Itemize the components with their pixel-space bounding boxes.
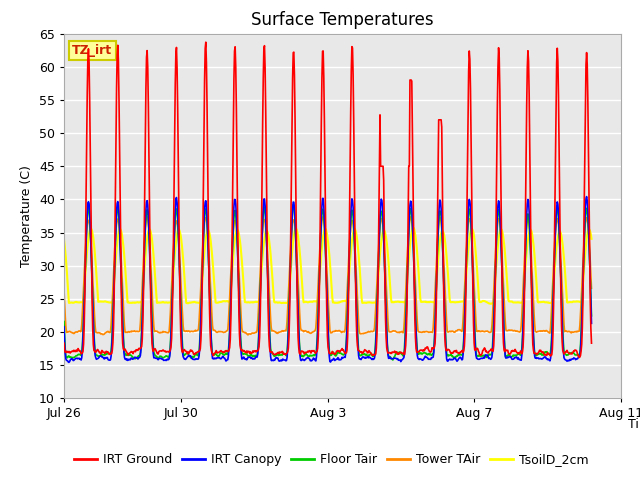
Legend: IRT Ground, IRT Canopy, Floor Tair, Tower TAir, TsoilD_2cm: IRT Ground, IRT Canopy, Floor Tair, Towe… [69,448,593,471]
Y-axis label: Temperature (C): Temperature (C) [20,165,33,267]
Title: Surface Temperatures: Surface Temperatures [251,11,434,29]
X-axis label: Time: Time [628,419,640,432]
Text: TZ_irt: TZ_irt [72,44,113,57]
